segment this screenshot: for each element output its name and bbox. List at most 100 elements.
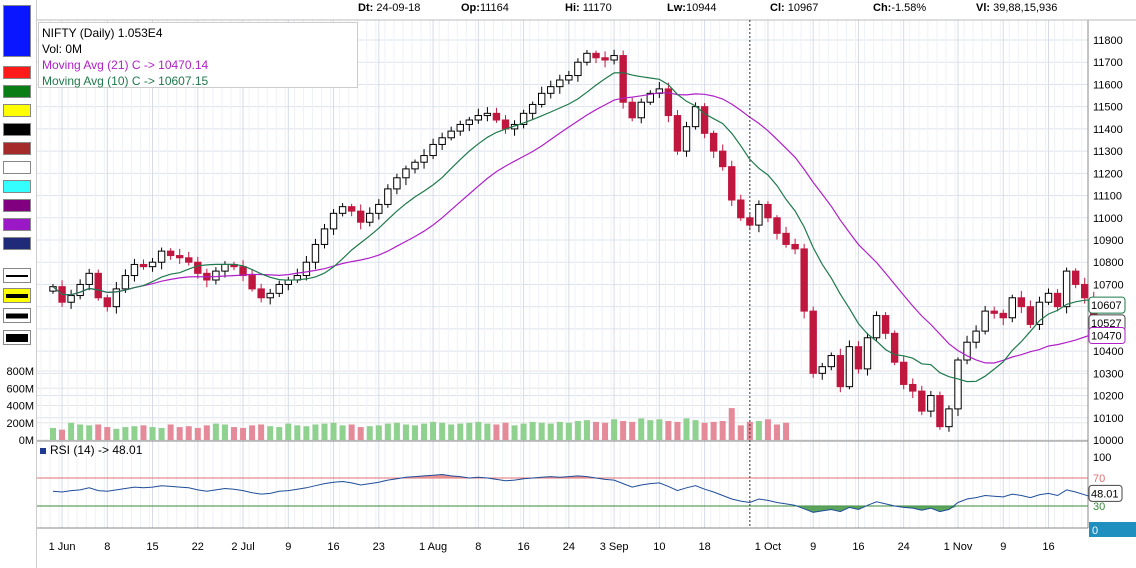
candle-body (121, 275, 130, 290)
high-value: 11170 (582, 2, 612, 14)
color-swatch-2[interactable] (3, 66, 31, 79)
volume-bar (375, 425, 382, 440)
color-swatch-3[interactable] (3, 85, 31, 98)
candle-body (610, 55, 618, 61)
candle-body (1062, 270, 1071, 308)
x-tick-label: 16 (1042, 541, 1054, 553)
price-tick-label: 10300 (1093, 368, 1124, 380)
volume-bar (412, 425, 418, 440)
volume-bar (330, 422, 337, 440)
x-tick-label: 1 Aug (419, 541, 447, 553)
volume-bar (267, 426, 274, 440)
price-tick-label: 11100 (1093, 191, 1122, 203)
x-tick-label: 15 (146, 541, 158, 553)
ma10-line (52, 72, 1094, 383)
line-style-thick-yellow[interactable] (3, 288, 31, 303)
line-style-thin[interactable] (3, 268, 31, 283)
color-swatch-4[interactable] (3, 104, 31, 117)
legend-ma21: Moving Avg (21) C -> 10470.14 (42, 58, 209, 72)
candle-body (981, 310, 989, 332)
volume-bar (122, 427, 129, 440)
candle-body (592, 52, 600, 59)
volume-bar (221, 424, 228, 440)
color-swatch-8[interactable] (3, 180, 31, 193)
volume-bar (448, 424, 455, 440)
color-swatch-9[interactable] (3, 199, 31, 212)
color-swatch-5[interactable] (3, 123, 31, 136)
candle-body (601, 57, 609, 61)
ma21-line (52, 92, 1094, 364)
candle-body (275, 283, 283, 294)
volume-bar (95, 424, 102, 440)
x-tick-label: 9 (285, 541, 291, 553)
price-tick-label: 10200 (1093, 391, 1124, 403)
candle-body (800, 248, 808, 312)
x-tick-label: 2 Jul (231, 541, 254, 553)
candle-body (338, 206, 347, 214)
volume-bar (131, 426, 138, 440)
candle-body (854, 346, 863, 370)
volume-bar (185, 426, 192, 440)
volume-bar (339, 425, 346, 440)
x-tick-label: 16 (327, 541, 339, 553)
close-value: 10967 (787, 2, 819, 14)
color-swatch-10[interactable] (3, 218, 31, 231)
volume-bar (502, 422, 509, 440)
ma21-value-label: 10470 (1091, 331, 1122, 343)
color-swatch-1[interactable] (3, 5, 31, 57)
volume-bar (493, 424, 500, 440)
volume-bar (511, 425, 518, 440)
volume-bar (466, 422, 473, 440)
candle-body (130, 263, 139, 277)
volume-bar (149, 427, 156, 440)
rsi-tick-label: 100 (1093, 452, 1111, 464)
candle-body (565, 75, 573, 81)
volume-bar (430, 421, 437, 440)
volume-bar (764, 419, 771, 440)
color-swatch-11[interactable] (3, 237, 31, 250)
candle-body (266, 292, 274, 299)
candle-body (329, 212, 338, 230)
candle-body (809, 310, 817, 374)
candle-body (67, 295, 75, 303)
x-tick-label: 16 (517, 541, 529, 553)
panel-separators (37, 19, 1136, 529)
color-swatch-7[interactable] (3, 161, 31, 174)
volume-bar (629, 421, 636, 440)
color-swatch-6[interactable] (3, 142, 31, 155)
candle-body (646, 92, 654, 103)
rsi-line (52, 473, 1094, 513)
candle-body (583, 52, 591, 63)
line-style-bold[interactable] (3, 330, 31, 345)
high-label: Hi: (565, 2, 580, 14)
volume-bar (593, 421, 599, 440)
candle-body (900, 361, 908, 385)
x-tick-label: 1 Nov (944, 541, 973, 553)
volume-bar (647, 420, 654, 440)
candle-body (628, 101, 636, 119)
line-style-medium[interactable] (3, 308, 31, 323)
legend-title: NIFTY (Daily) 1.053E4 (42, 26, 163, 40)
x-tick-label: 22 (192, 541, 204, 553)
volume-bar (421, 423, 428, 440)
price-tick-label: 10400 (1093, 346, 1124, 358)
candle-body (538, 92, 546, 105)
volume-bar (674, 421, 681, 440)
candle-body (375, 203, 383, 214)
candle-body (1017, 297, 1026, 308)
volume-bar (176, 427, 183, 440)
candle-body (764, 203, 772, 219)
volume-bar (755, 421, 762, 440)
volume-bar (194, 427, 201, 440)
x-tick-label: 1 Oct (755, 541, 781, 553)
x-tick-label: 24 (898, 541, 910, 553)
candle-body (320, 228, 329, 245)
volume-bar (556, 421, 563, 440)
candle-body (728, 166, 736, 201)
candle-body (999, 312, 1007, 319)
x-tick-label: 8 (104, 541, 110, 553)
volume-bar (312, 424, 319, 440)
date-label: Dt: (358, 2, 374, 14)
price-tick-label: 11600 (1093, 79, 1123, 91)
